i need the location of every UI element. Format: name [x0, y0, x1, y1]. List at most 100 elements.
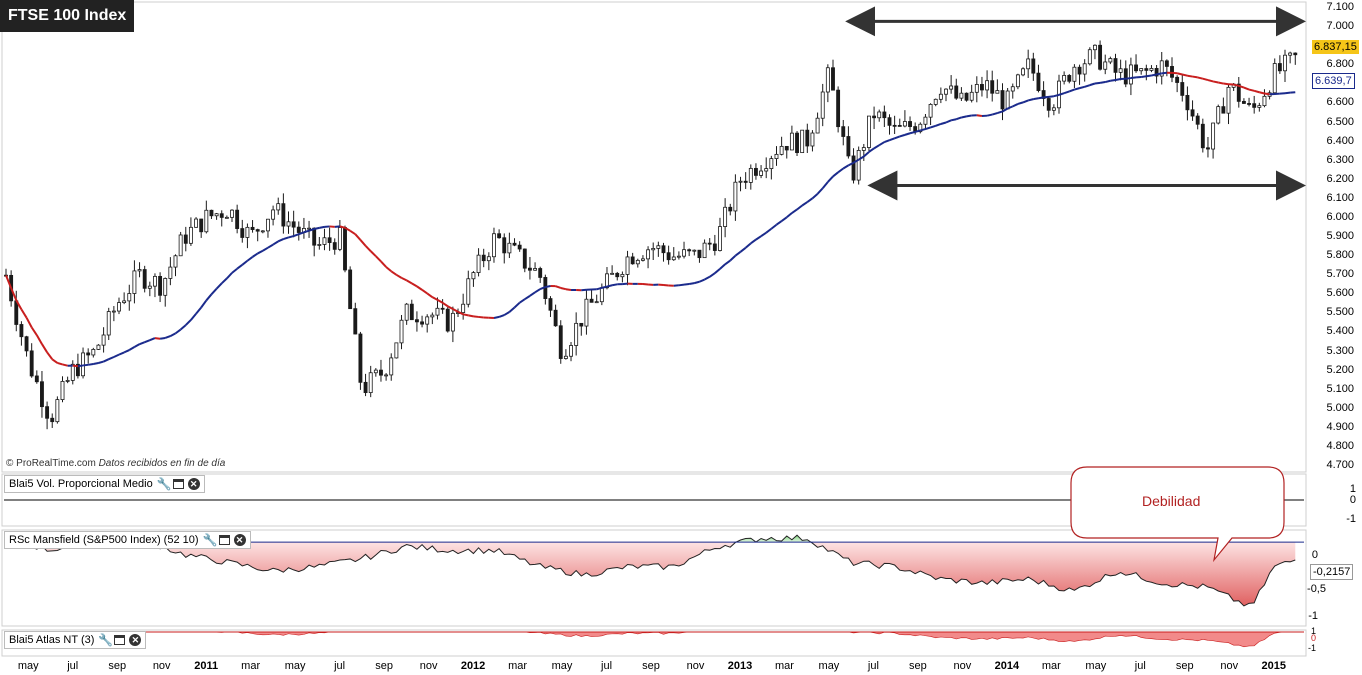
- candle-body: [414, 319, 419, 323]
- candle-body: [214, 213, 219, 217]
- moving-average-segment: [622, 282, 628, 286]
- moving-average-segment: [452, 308, 459, 313]
- moving-average-segment: [128, 346, 135, 351]
- moving-average-segment: [210, 288, 218, 295]
- candle-body: [1190, 109, 1195, 117]
- close-icon[interactable]: ✕: [129, 634, 142, 646]
- candlestick-series: [4, 40, 1298, 430]
- wrench-icon[interactable]: 🔧: [98, 633, 114, 647]
- moving-average-segment: [308, 228, 315, 232]
- close-icon[interactable]: ✕: [187, 478, 200, 490]
- moving-average-segment: [545, 285, 551, 289]
- moving-average-segment: [884, 139, 890, 144]
- close-icon[interactable]: ✕: [233, 534, 246, 546]
- candle-body: [60, 380, 65, 400]
- candle-body: [831, 67, 835, 91]
- candle-body: [892, 124, 897, 127]
- candle-body: [389, 357, 394, 376]
- candle-body: [1288, 52, 1293, 56]
- candle-body: [286, 221, 291, 227]
- candle-body: [1077, 66, 1082, 75]
- candle-body: [769, 158, 774, 169]
- moving-average-segment: [1253, 89, 1260, 94]
- atlas-panel-plot: [6, 631, 1304, 648]
- moving-average-segment: [200, 299, 208, 309]
- wrench-icon[interactable]: 🔧: [202, 533, 218, 547]
- wrench-icon[interactable]: 🔧: [156, 477, 172, 491]
- moving-average-segment: [57, 361, 63, 366]
- moving-average-segment: [914, 129, 921, 133]
- moving-average-line: [5, 71, 1296, 368]
- moving-average-segment: [5, 275, 13, 289]
- candle-body: [507, 242, 512, 254]
- time-axis-tick: nov: [1220, 660, 1239, 672]
- moving-average-segment: [555, 285, 562, 289]
- moving-average-segment: [688, 282, 695, 286]
- moving-average-segment: [1248, 88, 1255, 92]
- candle-body: [75, 363, 80, 377]
- candle-body: [923, 116, 928, 125]
- price-axis-tick: 6.600: [1326, 96, 1354, 109]
- candle-body: [995, 90, 1000, 94]
- candle-body: [368, 372, 373, 394]
- moving-average-segment: [534, 288, 541, 294]
- candle-body: [204, 209, 209, 233]
- moving-average-segment: [930, 124, 937, 129]
- candle-body: [1103, 61, 1108, 70]
- candle-body: [481, 254, 486, 262]
- candle-body: [759, 170, 764, 176]
- moving-average-segment: [10, 287, 18, 301]
- candle-body: [605, 273, 609, 289]
- rsc-tick: -1: [1308, 610, 1318, 622]
- candle-body: [882, 111, 887, 119]
- candle-body: [738, 180, 743, 183]
- moving-average-segment: [791, 208, 798, 214]
- candle-body: [1195, 115, 1200, 125]
- moving-average-segment: [72, 364, 79, 368]
- moving-average-segment: [154, 337, 161, 340]
- moving-average-segment: [1084, 84, 1091, 88]
- candle-body: [697, 249, 702, 259]
- candle-body: [779, 145, 784, 155]
- window-icon[interactable]: [218, 535, 230, 545]
- window-icon[interactable]: [114, 635, 126, 645]
- moving-average-segment: [1207, 79, 1214, 83]
- candle-body: [260, 230, 265, 233]
- candle-body: [194, 218, 198, 228]
- moving-average-segment: [560, 287, 567, 291]
- moving-average-segment: [1218, 81, 1224, 85]
- window-icon[interactable]: [172, 479, 184, 489]
- price-axis-tick: 6.100: [1326, 191, 1354, 204]
- candle-body: [435, 307, 440, 316]
- candle-body: [1247, 103, 1251, 105]
- moving-average-segment: [1182, 73, 1188, 77]
- moving-average-segment: [940, 121, 947, 125]
- price-axis-tick: 5.900: [1326, 230, 1354, 242]
- moving-average-segment: [1202, 77, 1209, 82]
- candle-body: [1128, 64, 1133, 85]
- price-axis-tick: 5.800: [1326, 249, 1354, 262]
- moving-average-segment: [272, 240, 279, 246]
- candle-body: [841, 126, 846, 137]
- candle-body: [574, 322, 579, 346]
- moving-average-segment: [925, 126, 931, 131]
- moving-average-segment: [473, 315, 479, 318]
- moving-average-segment: [781, 216, 788, 222]
- moving-average-segment: [745, 242, 752, 249]
- candle-body: [142, 269, 147, 289]
- atlas-tick: -1: [1307, 643, 1316, 653]
- candle-body: [897, 125, 902, 127]
- candle-body: [594, 301, 599, 304]
- price-axis-tick: 6.300: [1326, 153, 1354, 166]
- candle-body: [1072, 66, 1077, 82]
- moving-average-segment: [873, 144, 880, 150]
- moving-average-segment: [277, 238, 284, 243]
- time-axis-tick: jul: [867, 660, 879, 672]
- candle-body: [271, 209, 276, 220]
- candle-body: [800, 129, 805, 154]
- candle-body: [117, 302, 121, 312]
- candle-body: [111, 310, 116, 313]
- moving-average-segment: [894, 135, 901, 140]
- moving-average-segment: [842, 164, 849, 170]
- time-axis-tick: 2012: [460, 660, 486, 672]
